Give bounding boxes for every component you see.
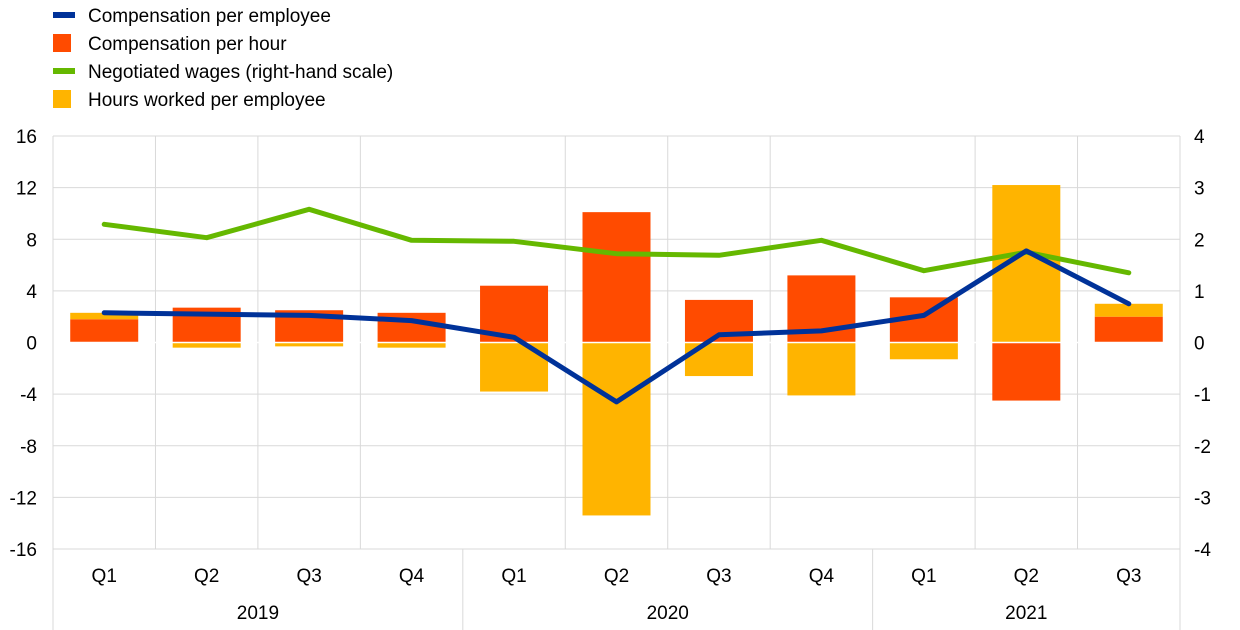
x-tick-label: Q3 (1116, 566, 1141, 587)
legend-label: Compensation per hour (88, 34, 287, 55)
bar (582, 212, 651, 343)
y-right-tick-label: -3 (1194, 488, 1211, 509)
series-line (101, 248, 1132, 405)
x-tick-label: Q3 (706, 566, 731, 587)
year-label: 2020 (647, 603, 689, 624)
legend-swatch (53, 68, 75, 74)
legend-swatch (53, 90, 71, 108)
y-left-tick-label: 12 (16, 179, 37, 200)
bars (70, 185, 1163, 516)
series-line (101, 206, 1132, 276)
bar (1094, 303, 1163, 317)
axes: 16 12 8 4 0 -4 -8 -12 -16 4 3 2 1 0 -1 -2 -3 -4 Q1 Q2 Q3 Q4 Q1… (10, 127, 1211, 630)
bar (992, 342, 1061, 401)
y-right-tick-label: -1 (1194, 385, 1211, 406)
bar (70, 319, 139, 343)
y-left-tick-label: 4 (26, 282, 37, 303)
legend: Compensation per employee Compensation pe… (53, 6, 393, 111)
x-tick-label: Q1 (911, 566, 936, 587)
x-tick-label: Q2 (1014, 566, 1039, 587)
y-left-tick-label: 16 (16, 127, 37, 148)
y-left-tick-label: -4 (20, 385, 37, 406)
year-label: 2019 (237, 603, 279, 624)
y-left-tick-label: -8 (20, 437, 37, 458)
legend-label: Compensation per employee (88, 6, 331, 27)
bar (1094, 316, 1163, 343)
bar (582, 342, 651, 516)
x-tick-label: Q3 (296, 566, 321, 587)
x-tick-label: Q2 (194, 566, 219, 587)
y-right-tick-label: 4 (1194, 127, 1205, 148)
bar (172, 342, 241, 348)
y-right-tick-label: -4 (1194, 540, 1211, 561)
legend-swatch (53, 12, 75, 18)
bar (275, 342, 344, 347)
bar (377, 342, 446, 348)
y-left-tick-label: 0 (26, 334, 37, 355)
y-right-tick-label: 1 (1194, 282, 1205, 303)
year-label: 2021 (1005, 603, 1047, 624)
x-tick-label: Q4 (809, 566, 835, 587)
y-left-tick-label: 8 (26, 230, 37, 251)
x-tick-label: Q2 (604, 566, 629, 587)
x-tick-label: Q1 (501, 566, 526, 587)
y-left-tick-label: -12 (10, 488, 37, 509)
x-tick-label: Q4 (399, 566, 425, 587)
y-right-tick-label: 2 (1194, 230, 1205, 251)
y-right-tick-label: 3 (1194, 179, 1205, 200)
bar (787, 342, 856, 396)
legend-label: Negotiated wages (right-hand scale) (88, 62, 393, 83)
y-left-tick-label: -16 (10, 540, 37, 561)
bar (70, 312, 139, 320)
x-tick-label: Q1 (92, 566, 117, 587)
y-right-tick-label: -2 (1194, 437, 1211, 458)
series-lines (101, 206, 1132, 405)
legend-swatch (53, 34, 71, 52)
legend-label: Hours worked per employee (88, 90, 326, 111)
y-right-tick-label: 0 (1194, 334, 1205, 355)
bar (889, 342, 958, 360)
